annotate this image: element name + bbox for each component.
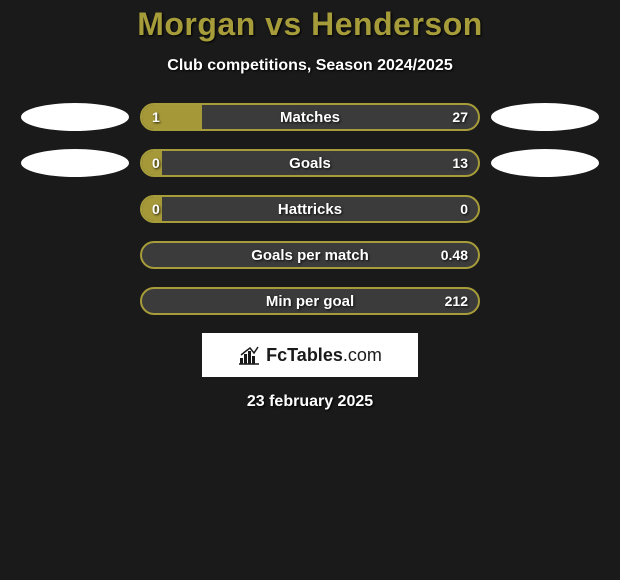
player-avatar-right bbox=[491, 149, 599, 177]
stat-label: Min per goal bbox=[142, 289, 478, 313]
stat-row: 0.48Goals per match bbox=[0, 241, 620, 269]
stat-rows: 127Matches 013Goals 00Hattricks 0.48Goals p… bbox=[0, 103, 620, 315]
logo-text-light: .com bbox=[343, 345, 382, 365]
player-avatar-left bbox=[21, 149, 129, 177]
source-logo[interactable]: FcTables.com bbox=[202, 333, 418, 377]
avatar-slot-left bbox=[10, 103, 140, 131]
stat-bar: 013Goals bbox=[140, 149, 480, 177]
subtitle: Club competitions, Season 2024/2025 bbox=[0, 57, 620, 75]
comparison-infographic: Morgan vs Henderson Club competitions, S… bbox=[0, 0, 620, 411]
bar-chart-icon bbox=[238, 345, 260, 365]
stat-label: Matches bbox=[142, 105, 478, 129]
page-title: Morgan vs Henderson bbox=[0, 6, 620, 43]
stat-bar: 212Min per goal bbox=[140, 287, 480, 315]
player-avatar-left bbox=[21, 103, 129, 131]
stat-row: 00Hattricks bbox=[0, 195, 620, 223]
stat-bar: 00Hattricks bbox=[140, 195, 480, 223]
stat-row: 127Matches bbox=[0, 103, 620, 131]
avatar-slot-right bbox=[480, 149, 610, 177]
player-avatar-right bbox=[491, 103, 599, 131]
avatar-slot-right bbox=[480, 103, 610, 131]
stat-bar: 127Matches bbox=[140, 103, 480, 131]
logo-text: FcTables.com bbox=[266, 345, 382, 366]
stat-label: Goals bbox=[142, 151, 478, 175]
logo-text-bold: FcTables bbox=[266, 345, 343, 365]
date-text: 23 february 2025 bbox=[0, 393, 620, 411]
avatar-slot-left bbox=[10, 149, 140, 177]
stat-bar: 0.48Goals per match bbox=[140, 241, 480, 269]
stat-row: 013Goals bbox=[0, 149, 620, 177]
stat-label: Hattricks bbox=[142, 197, 478, 221]
stat-label: Goals per match bbox=[142, 243, 478, 267]
stat-row: 212Min per goal bbox=[0, 287, 620, 315]
